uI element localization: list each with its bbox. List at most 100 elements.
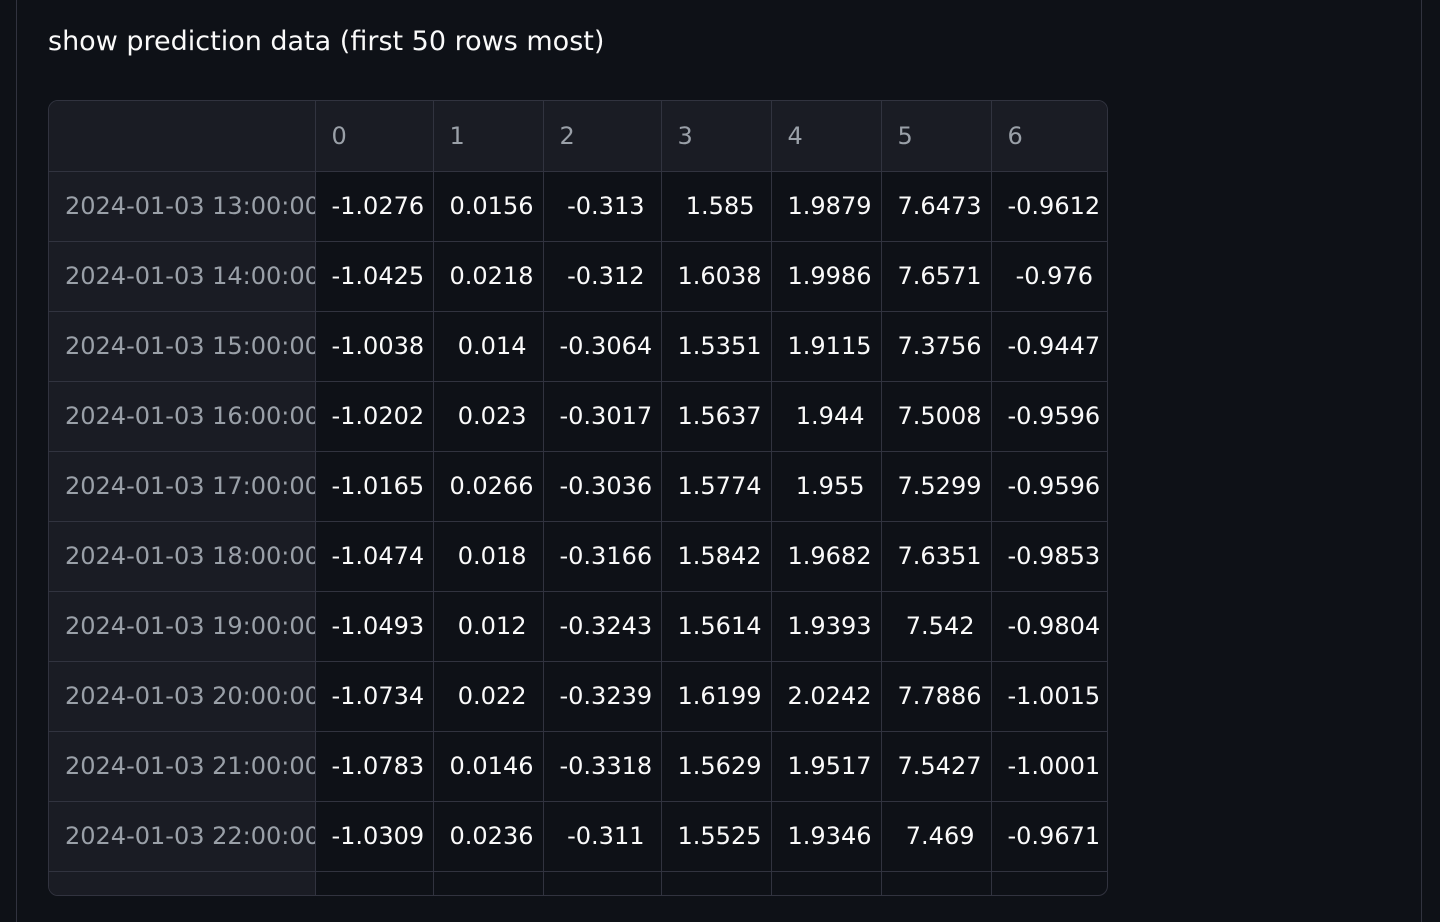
table-cell[interactable]: 1.6199 bbox=[661, 661, 772, 732]
table-cell[interactable]: -0.9596 bbox=[991, 381, 1107, 452]
table-cell[interactable]: 1.5614 bbox=[661, 591, 772, 662]
table-cell[interactable]: -0.9447 bbox=[991, 311, 1107, 382]
table-cell[interactable]: -1.0015 bbox=[991, 661, 1107, 732]
table-cell[interactable]: -1.0001 bbox=[991, 731, 1107, 802]
table-cell[interactable]: 1.5629 bbox=[661, 731, 772, 802]
table-cell[interactable]: 0.023 bbox=[433, 381, 544, 452]
table-cell[interactable]: 7.5008 bbox=[881, 381, 992, 452]
row-index-cell[interactable]: 2024-01-03 21:00:00 bbox=[49, 731, 316, 802]
table-cell[interactable]: 0.022 bbox=[433, 661, 544, 732]
table-cell[interactable]: -1.0474 bbox=[315, 521, 434, 592]
table-cell[interactable]: 1.944 bbox=[771, 381, 882, 452]
table-cell[interactable]: 1.9879 bbox=[771, 171, 882, 242]
table-cell[interactable]: 1.9393 bbox=[771, 591, 882, 662]
table-cell[interactable]: 1.585 bbox=[661, 171, 772, 242]
row-index-cell[interactable]: 2024-01-03 20:00:00 bbox=[49, 661, 316, 732]
table-cell[interactable]: -1.0783 bbox=[315, 731, 434, 802]
table-cell[interactable]: 1.5774 bbox=[661, 451, 772, 522]
row-index-cell[interactable]: 2024-01-03 14:00:00 bbox=[49, 241, 316, 312]
row-index-cell[interactable]: 2024-01-03 16:00:00 bbox=[49, 381, 316, 452]
table-cell[interactable]: 0.0218 bbox=[433, 241, 544, 312]
table-cell[interactable] bbox=[881, 871, 992, 895]
table-cell[interactable]: 7.6351 bbox=[881, 521, 992, 592]
table-cell[interactable]: -0.9671 bbox=[991, 801, 1107, 872]
row-index-cell[interactable]: 2024-01-03 18:00:00 bbox=[49, 521, 316, 592]
table-cell[interactable]: -0.311 bbox=[543, 801, 662, 872]
table-cell[interactable]: -1.0309 bbox=[315, 801, 434, 872]
table-cell[interactable]: -0.3017 bbox=[543, 381, 662, 452]
table-row: 2024-01-03 21:00:00 -1.0783 0.0146 -0.3318 1… bbox=[49, 731, 1107, 802]
table-cell[interactable] bbox=[991, 871, 1107, 895]
table-cell[interactable]: 7.5299 bbox=[881, 451, 992, 522]
table-cell[interactable]: 0.018 bbox=[433, 521, 544, 592]
table-cell[interactable]: 0.012 bbox=[433, 591, 544, 662]
table-cell[interactable]: 1.5637 bbox=[661, 381, 772, 452]
table-cell[interactable]: 2.0242 bbox=[771, 661, 882, 732]
section-title: show prediction data (first 50 rows most… bbox=[48, 26, 605, 57]
table-cell[interactable]: 1.9115 bbox=[771, 311, 882, 382]
table-cell[interactable]: -0.9596 bbox=[991, 451, 1107, 522]
table-cell[interactable]: -0.3036 bbox=[543, 451, 662, 522]
prediction-data-table[interactable]: 0 1 2 3 4 5 6 2024-01-03 13:00:00 -1.0276… bbox=[48, 100, 1108, 896]
table-cell[interactable] bbox=[661, 871, 772, 895]
table-cell[interactable]: -0.313 bbox=[543, 171, 662, 242]
table-cell[interactable]: 7.469 bbox=[881, 801, 992, 872]
table-cell[interactable]: 7.3756 bbox=[881, 311, 992, 382]
table-cell[interactable]: 7.542 bbox=[881, 591, 992, 662]
table-cell[interactable]: -0.3064 bbox=[543, 311, 662, 382]
index-column-header[interactable] bbox=[49, 101, 316, 172]
table-cell[interactable]: 7.6473 bbox=[881, 171, 992, 242]
table-cell[interactable]: 1.5351 bbox=[661, 311, 772, 382]
row-index-cell[interactable]: 2024-01-03 19:00:00 bbox=[49, 591, 316, 662]
row-index-cell[interactable]: 2024-01-03 22:00:00 bbox=[49, 801, 316, 872]
column-header[interactable]: 1 bbox=[433, 101, 544, 172]
table-cell[interactable] bbox=[433, 871, 544, 895]
table-cell[interactable] bbox=[543, 871, 662, 895]
table-cell[interactable]: 1.5525 bbox=[661, 801, 772, 872]
table-cell[interactable]: -1.0165 bbox=[315, 451, 434, 522]
table-cell[interactable]: 0.014 bbox=[433, 311, 544, 382]
table-body: 2024-01-03 13:00:00 -1.0276 0.0156 -0.313 1.… bbox=[49, 171, 1107, 895]
table-cell[interactable]: 0.0156 bbox=[433, 171, 544, 242]
row-index-cell[interactable]: 2024-01-03 17:00:00 bbox=[49, 451, 316, 522]
table-cell[interactable]: 0.0236 bbox=[433, 801, 544, 872]
column-header[interactable]: 4 bbox=[771, 101, 882, 172]
table-cell[interactable]: -0.3239 bbox=[543, 661, 662, 732]
table-cell[interactable]: 7.7886 bbox=[881, 661, 992, 732]
table-cell[interactable]: 1.6038 bbox=[661, 241, 772, 312]
table-cell[interactable]: -1.0276 bbox=[315, 171, 434, 242]
table-cell[interactable]: -1.0038 bbox=[315, 311, 434, 382]
table-cell[interactable]: 7.5427 bbox=[881, 731, 992, 802]
row-index-cell[interactable]: 2024-01-03 15:00:00 bbox=[49, 311, 316, 382]
table-cell[interactable]: -1.0202 bbox=[315, 381, 434, 452]
table-cell[interactable]: -1.0493 bbox=[315, 591, 434, 662]
column-header[interactable]: 3 bbox=[661, 101, 772, 172]
table-cell[interactable]: -1.0734 bbox=[315, 661, 434, 732]
column-header[interactable]: 2 bbox=[543, 101, 662, 172]
table-cell[interactable]: 0.0146 bbox=[433, 731, 544, 802]
table-cell[interactable]: 1.5842 bbox=[661, 521, 772, 592]
table-cell[interactable]: 7.6571 bbox=[881, 241, 992, 312]
table-cell[interactable]: 0.0266 bbox=[433, 451, 544, 522]
table-cell[interactable]: -0.9612 bbox=[991, 171, 1107, 242]
table-cell[interactable]: -0.3166 bbox=[543, 521, 662, 592]
table-cell[interactable]: 1.9682 bbox=[771, 521, 882, 592]
table-cell[interactable]: -0.9853 bbox=[991, 521, 1107, 592]
table-cell[interactable]: -1.0425 bbox=[315, 241, 434, 312]
table-cell[interactable]: 1.955 bbox=[771, 451, 882, 522]
column-header[interactable]: 6 bbox=[991, 101, 1107, 172]
table-cell[interactable] bbox=[315, 871, 434, 895]
table-cell[interactable]: -0.3318 bbox=[543, 731, 662, 802]
table-cell[interactable]: -0.312 bbox=[543, 241, 662, 312]
row-index-cell[interactable]: 2024-01-03 13:00:00 bbox=[49, 171, 316, 242]
row-index-cell[interactable] bbox=[49, 871, 316, 895]
column-header[interactable]: 0 bbox=[315, 101, 434, 172]
table-cell[interactable]: 1.9986 bbox=[771, 241, 882, 312]
table-cell[interactable]: -0.976 bbox=[991, 241, 1107, 312]
table-cell[interactable]: 1.9517 bbox=[771, 731, 882, 802]
table-cell[interactable]: 1.9346 bbox=[771, 801, 882, 872]
column-header[interactable]: 5 bbox=[881, 101, 992, 172]
table-cell[interactable]: -0.9804 bbox=[991, 591, 1107, 662]
table-cell[interactable]: -0.3243 bbox=[543, 591, 662, 662]
table-cell[interactable] bbox=[771, 871, 882, 895]
